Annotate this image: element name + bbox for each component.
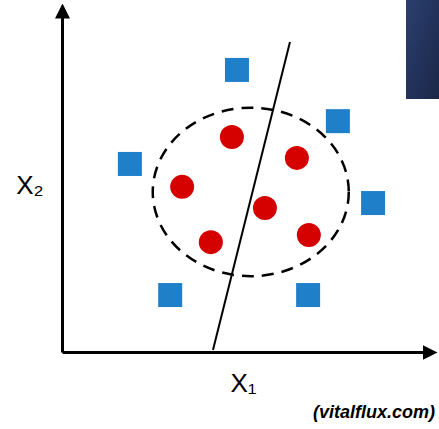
source-note: (vitalflux.com): [313, 402, 435, 422]
circle-point: [199, 230, 223, 254]
circle-point: [285, 146, 309, 170]
circle-point: [297, 223, 321, 247]
square-point: [326, 109, 350, 133]
circle-point: [220, 125, 244, 149]
square-point: [225, 58, 249, 82]
image-fragment: [406, 0, 439, 99]
circle-point: [253, 196, 277, 220]
axis-line: [63, 351, 426, 354]
square-point: [118, 152, 142, 176]
x-axis: [63, 352, 426, 353]
y-axis: [62, 16, 63, 353]
chart: X₁ X₂ (vitalflux.com): [0, 0, 439, 429]
square-point: [158, 283, 182, 307]
plot-area: [118, 42, 385, 350]
x-axis-title: X₁: [230, 368, 256, 398]
circle-point: [170, 175, 194, 199]
linear-boundary: [213, 42, 290, 350]
axis-line: [61, 16, 64, 353]
circular-boundary: [153, 108, 349, 276]
y-axis-title: X₂: [16, 170, 43, 200]
square-point: [296, 283, 320, 307]
square-point: [361, 191, 385, 215]
